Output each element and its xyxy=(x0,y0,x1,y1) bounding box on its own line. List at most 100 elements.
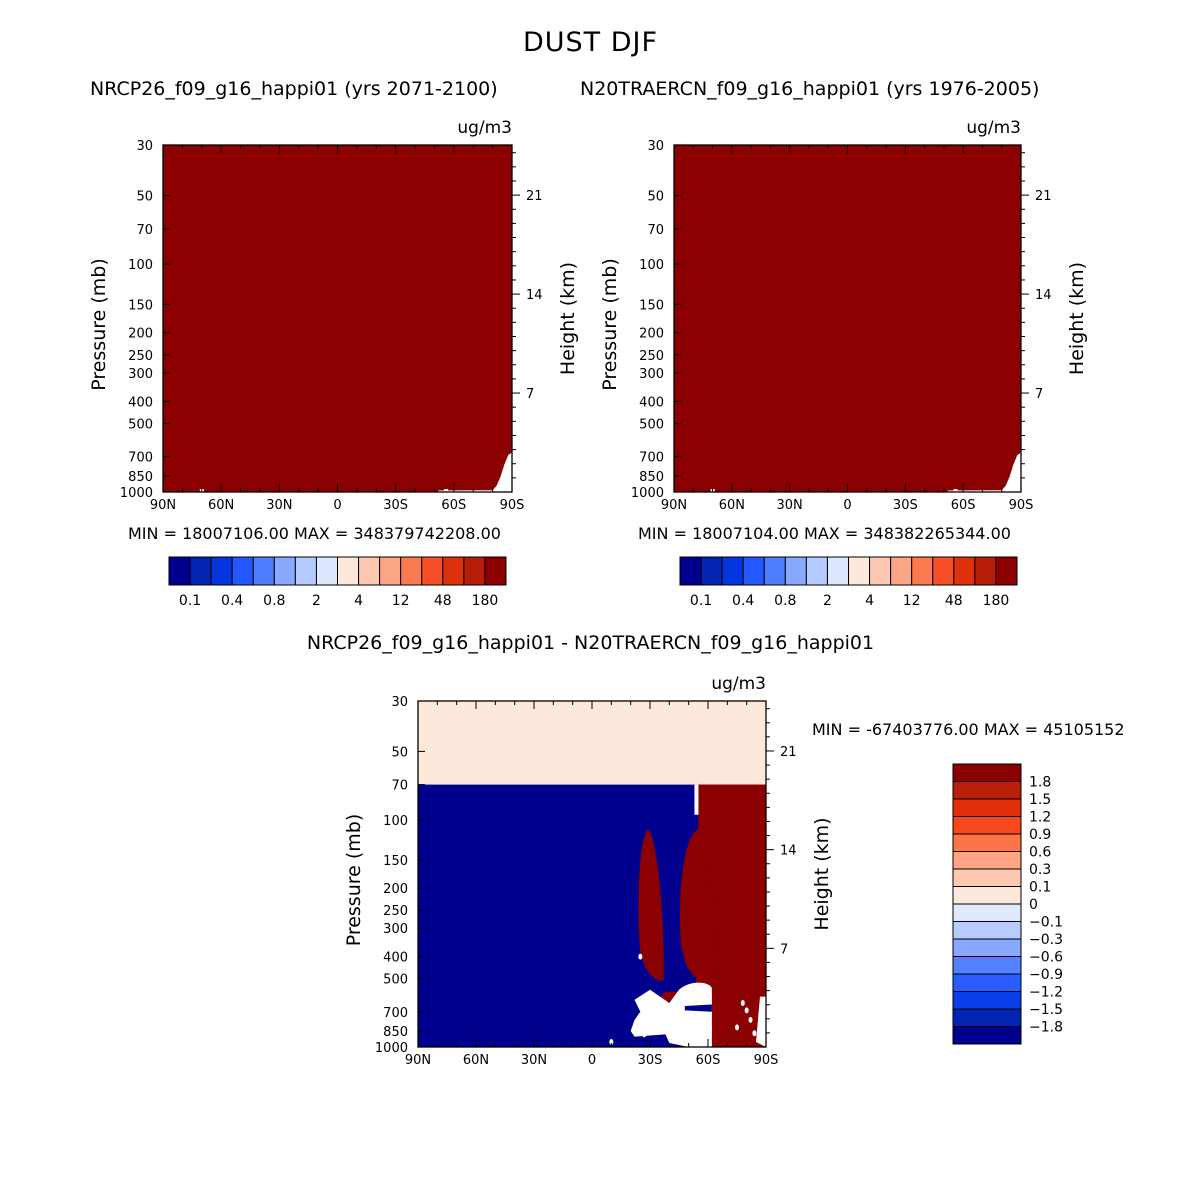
colorbar-2-label: 0.4 xyxy=(732,593,754,609)
y-axis-label: Pressure (mb) xyxy=(599,258,621,391)
colorbar-2-box xyxy=(890,556,913,586)
y-tick-label: 300 xyxy=(128,367,153,382)
y-tick-label: 150 xyxy=(639,298,664,313)
colorbar-1-box xyxy=(210,556,233,586)
region-positive-south xyxy=(694,784,766,1047)
colorbar-3-label: −1.5 xyxy=(1029,1002,1063,1018)
panel-diff-title: NRCP26_f09_g16_happi01 - N20TRAERCN_f09_… xyxy=(306,632,875,654)
y-tick-label: 30 xyxy=(136,139,153,154)
colorbar-2-box xyxy=(763,556,786,586)
colorbar-3-label: −0.6 xyxy=(1029,950,1063,966)
height-tick-label: 14 xyxy=(526,288,543,303)
y-tick-label: 500 xyxy=(383,973,408,988)
y-tick-label: 850 xyxy=(128,470,153,485)
y-tick-label: 100 xyxy=(639,258,664,273)
colorbar-2-box xyxy=(679,556,702,586)
colorbar-1-box xyxy=(168,556,191,586)
x-tick-label: 30N xyxy=(266,498,292,513)
region-positive-plume-a xyxy=(679,829,715,983)
colorbar-3-label: −1.8 xyxy=(1029,1020,1063,1036)
colorbar-3-label: 1.8 xyxy=(1029,775,1051,791)
panel-1-stats: MIN = 18007106.00 MAX = 348379742208.00 xyxy=(128,524,501,543)
colorbar-1-box xyxy=(231,556,254,586)
panel-2-plot xyxy=(674,145,1021,492)
region-edge xyxy=(756,996,766,1047)
panel-3-stats: MIN = -67403776.00 MAX = 45105152 xyxy=(812,720,1125,739)
panel-2-stats: MIN = 18007104.00 MAX = 348382265344.00 xyxy=(638,524,1011,543)
colorbar-3-label: −1.2 xyxy=(1029,985,1063,1001)
colorbar-2-box xyxy=(805,556,828,586)
y-tick-label: 1000 xyxy=(631,486,664,501)
colorbar-2-box xyxy=(848,556,871,586)
colorbar-1-box xyxy=(400,556,423,586)
y-tick-label: 200 xyxy=(639,327,664,342)
y-tick-label: 70 xyxy=(391,779,408,794)
colorbar-2-box xyxy=(995,556,1018,586)
region-speck-south xyxy=(740,999,745,1006)
panel-right-title: N20TRAERCN_f09_g16_happi01 (yrs 1976-200… xyxy=(580,78,1040,100)
colorbar-3-box xyxy=(952,833,1022,852)
y-axis-label: Pressure (mb) xyxy=(88,258,110,391)
units-label: ug/m3 xyxy=(711,674,766,694)
colorbar-1-label: 0.4 xyxy=(221,593,243,609)
y-tick-label: 400 xyxy=(639,395,664,410)
colorbar-2-label: 48 xyxy=(945,593,963,609)
colorbar-2-label: 0.1 xyxy=(690,593,712,609)
y-tick-label: 250 xyxy=(639,349,664,364)
colorbar-2-box xyxy=(742,556,765,586)
y-tick-label: 50 xyxy=(391,745,408,760)
region-positive-plume-b xyxy=(638,829,664,981)
height-tick-label: 14 xyxy=(780,844,797,859)
y-tick-label: 250 xyxy=(383,904,408,919)
panel-1-plot xyxy=(163,145,512,492)
panel-left-title: NRCP26_f09_g16_happi01 (yrs 2071-2100) xyxy=(90,78,498,100)
colorbar-2-label: 180 xyxy=(983,593,1010,609)
y-tick-label: 400 xyxy=(383,951,408,966)
colorbar-2-box xyxy=(700,556,723,586)
x-tick-label: 60S xyxy=(441,498,466,513)
colorbar-3-box xyxy=(952,868,1022,887)
x-tick-label: 0 xyxy=(333,498,341,513)
colorbar-1-box xyxy=(273,556,296,586)
units-label: ug/m3 xyxy=(457,118,512,138)
y-tick-label: 300 xyxy=(639,367,664,382)
colorbar-3-label: 1.2 xyxy=(1029,810,1051,826)
x-tick-label: 90S xyxy=(500,498,525,513)
colorbar-1-box xyxy=(315,556,338,586)
x-tick-label: 60N xyxy=(208,498,234,513)
y-tick-label: 70 xyxy=(136,223,153,238)
field-low-speck xyxy=(444,489,449,492)
colorbar-3-label: 0.3 xyxy=(1029,862,1051,878)
height-tick-label: 7 xyxy=(780,942,788,957)
x-tick-label: 30S xyxy=(383,498,408,513)
region-gap-line xyxy=(694,784,699,815)
region-speck-south xyxy=(752,1030,757,1037)
colorbar-1-box xyxy=(421,556,444,586)
colorbar-1-label: 2 xyxy=(312,593,321,609)
colorbar-3-box xyxy=(952,1026,1022,1045)
x-tick-label: 30S xyxy=(893,498,918,513)
region-speck-south xyxy=(735,1024,739,1031)
colorbar-3-box xyxy=(952,851,1022,870)
colorbar-1-label: 0.1 xyxy=(179,593,201,609)
colorbar-1-box xyxy=(294,556,317,586)
x-tick-label: 60S xyxy=(696,1053,721,1068)
colorbar-1-label: 48 xyxy=(434,593,452,609)
y-axis-label-right: Height (km) xyxy=(1066,262,1088,375)
colorbar-1-box xyxy=(252,556,275,586)
colorbar-2-box xyxy=(974,556,997,586)
y-tick-label: 1000 xyxy=(120,486,153,501)
x-tick-label: 0 xyxy=(588,1053,596,1068)
x-tick-label: 60S xyxy=(951,498,976,513)
colorbar-3-box xyxy=(952,903,1022,922)
colorbar-1-label: 180 xyxy=(472,593,499,609)
field-low-corner xyxy=(947,452,1021,492)
colorbar-2-box xyxy=(869,556,892,586)
colorbar-3-label: −0.1 xyxy=(1029,915,1063,931)
x-tick-label: 30N xyxy=(521,1053,547,1068)
height-tick-label: 7 xyxy=(526,387,534,402)
y-tick-label: 1000 xyxy=(375,1041,408,1056)
colorbar-3-label: −0.9 xyxy=(1029,967,1063,983)
colorbar-2-label: 12 xyxy=(903,593,921,609)
colorbar-2-label: 4 xyxy=(865,593,874,609)
